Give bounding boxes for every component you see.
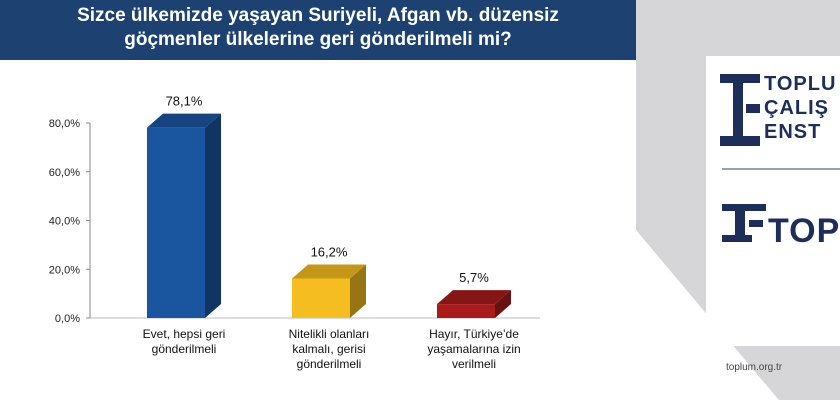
data-label: 16,2% [311,245,348,260]
data-label: 78,1% [166,94,203,109]
bar [147,127,205,318]
toplum-short-logo-icon [722,204,766,242]
category-label: gönderilmeli [297,357,362,371]
y-tick-label: 80,0% [49,118,80,130]
bar [437,304,495,318]
institute-name-line-1: TOPLU [764,73,837,95]
category-label: gönderilmeli [152,342,217,356]
category-label: yaşamalarına izin [427,342,520,356]
y-tick-label: 0,0% [55,313,80,325]
y-tick-label: 60,0% [49,167,80,179]
category-label: Hayır, Türkiye’de [429,327,519,341]
question-header: Sizce ülkemizde yaşayan Suriyeli, Afgan … [0,0,636,60]
y-tick-label: 20,0% [49,264,80,276]
toplum-wordmark: TOPL [768,212,840,250]
category-label: verilmeli [452,357,496,371]
data-label: 5,7% [459,270,489,285]
logo-panel [706,56,840,346]
institute-logo-icon [720,74,760,146]
bar-side [350,264,366,318]
bar-top [437,290,511,305]
website-url: toplum.org.tr [726,362,783,373]
category-label: Evet, hepsi geri [143,327,226,341]
bar-chart: 0,0% 20,0% 40,0% 60,0% 80,0% 78,1% Evet, hepsi… [49,94,540,371]
institute-name-line-3: ENST [764,121,822,143]
bar-side [495,290,511,318]
y-tick-label: 40,0% [49,216,80,228]
institute-name-line-2: ÇALIŞ [764,97,829,119]
logo-divider [722,168,840,170]
bar-side [205,113,221,318]
question-title-line-2: göçmenler ülkelerine geri gönderilmeli m… [124,29,512,50]
category-label: Nitelikli olanları [289,327,370,341]
bar-top [147,113,221,128]
bar-top [292,264,366,279]
question-title-line-1: Sizce ülkemizde yaşayan Suriyeli, Afgan … [77,5,559,26]
category-label: kalmalı, gerisi [292,342,365,356]
bar [292,278,350,318]
